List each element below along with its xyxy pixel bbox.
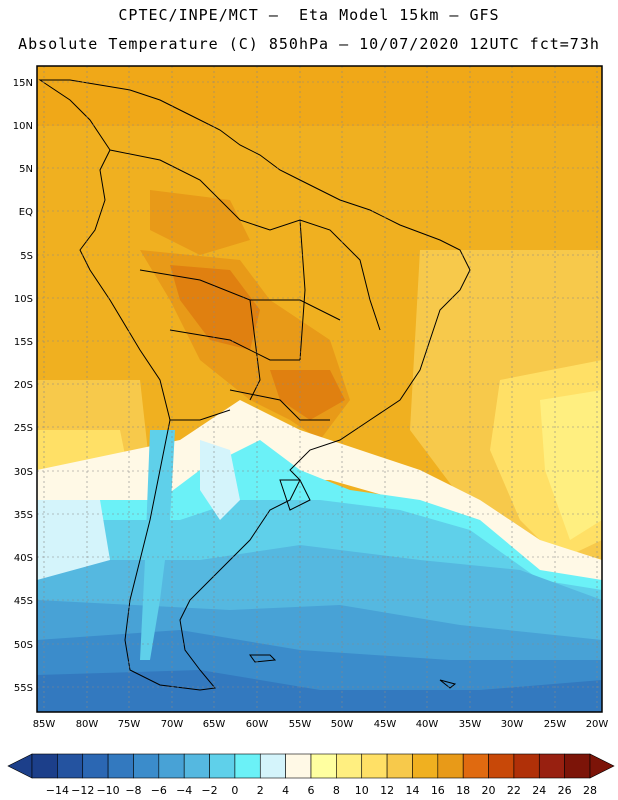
colorbar-label: −14 (46, 784, 69, 797)
colorbar-label: −4 (176, 784, 192, 797)
lon-label: 55W (289, 719, 312, 730)
lat-label: 10S (14, 294, 33, 305)
lat-label: 55S (14, 683, 33, 694)
colorbar: −14 −12 −10 −8 −6 −4 −2 0 2 4 6 8 10 12 14 16 18 20 22 24 26… (7, 753, 615, 797)
colorbar-label: −6 (151, 784, 167, 797)
lon-label: 20W (586, 719, 609, 730)
colorbar-cell (107, 753, 134, 779)
colorbar-cell (462, 753, 489, 779)
colorbar-cell (310, 753, 337, 779)
colorbar-cell (82, 753, 109, 779)
colorbar-cell (133, 753, 160, 779)
lon-label: 85W (33, 719, 56, 730)
colorbar-label: −2 (201, 784, 217, 797)
colorbar-cell (437, 753, 464, 779)
lat-label: 15N (13, 78, 33, 89)
lon-label: 75W (118, 719, 141, 730)
temperature-map: 15N 10N 5N EQ 5S 10S 15S 20S 25S 30S 35S… (13, 65, 609, 730)
lat-label: 15S (14, 337, 33, 348)
colorbar-label: 14 (405, 784, 419, 797)
lat-label: EQ (19, 207, 33, 218)
longitude-labels: 85W 80W 75W 70W 65W 60W 55W 50W 45W 40W … (33, 719, 609, 730)
coastline (38, 79, 471, 691)
colorbar-cell (361, 753, 388, 779)
lat-label: 40S (14, 553, 33, 564)
lat-label: 25S (14, 423, 33, 434)
lon-label: 30W (501, 719, 524, 730)
colorbar-cell (564, 753, 591, 779)
lon-label: 50W (331, 719, 354, 730)
colorbar-label: 4 (282, 784, 289, 797)
colorbar-label: 22 (507, 784, 521, 797)
lon-label: 40W (416, 719, 439, 730)
colorbar-label: −12 (71, 784, 94, 797)
lat-label: 20S (14, 380, 33, 391)
colorbar-cell (183, 753, 210, 779)
lon-label: 60W (246, 719, 269, 730)
lon-label: 45W (374, 719, 397, 730)
lat-label: 5S (20, 251, 33, 262)
colorbar-label: 24 (532, 784, 546, 797)
colorbar-cell (57, 753, 84, 779)
lon-label: 35W (459, 719, 482, 730)
lon-label: 25W (544, 719, 567, 730)
lat-label: 10N (13, 121, 33, 132)
lat-label: 50S (14, 640, 33, 651)
colorbar-cell (513, 753, 540, 779)
colorbar-label: 12 (380, 784, 394, 797)
colorbar-cell (158, 753, 185, 779)
colorbar-cell (209, 753, 236, 779)
map-subtitle: Absolute Temperature (C) 850hPa – 10/07/… (18, 35, 600, 53)
lon-label: 70W (161, 719, 184, 730)
lat-label: 35S (14, 510, 33, 521)
colorbar-cell (31, 753, 58, 779)
colorbar-labels: −14 −12 −10 −8 −6 −4 −2 0 2 4 6 8 10 12 14 16 18 20 22 24 26… (46, 784, 597, 797)
lat-label: 30S (14, 467, 33, 478)
colorbar-cell (386, 753, 413, 779)
lat-label: 5N (19, 164, 33, 175)
colorbar-cell (412, 753, 439, 779)
colorbar-cells (7, 753, 615, 779)
colorbar-cell (538, 753, 565, 779)
colorbar-label: −10 (96, 784, 119, 797)
colorbar-label: 18 (456, 784, 470, 797)
map-title: CPTEC/INPE/MCT – Eta Model 15km – GFS (118, 6, 500, 24)
map-frame (36, 65, 603, 713)
colorbar-arrow-right (589, 753, 615, 779)
colorbar-label: 26 (558, 784, 572, 797)
lon-label: 80W (76, 719, 99, 730)
colorbar-cell (336, 753, 363, 779)
colorbar-label: 2 (257, 784, 264, 797)
colorbar-cell (488, 753, 515, 779)
colorbar-cell (259, 753, 286, 779)
temperature-field (37, 66, 602, 712)
colorbar-cell (285, 753, 312, 779)
colorbar-label: 0 (231, 784, 238, 797)
colorbar-arrow-left (7, 753, 33, 779)
lat-label: 45S (14, 596, 33, 607)
colorbar-label: −8 (125, 784, 141, 797)
colorbar-label: 8 (333, 784, 340, 797)
colorbar-cell (234, 753, 261, 779)
colorbar-label: 28 (583, 784, 597, 797)
colorbar-label: 6 (308, 784, 315, 797)
colorbar-label: 10 (355, 784, 369, 797)
lon-label: 65W (203, 719, 226, 730)
colorbar-label: 16 (431, 784, 445, 797)
gridlines (37, 66, 602, 712)
colorbar-label: 20 (482, 784, 496, 797)
latitude-labels: 15N 10N 5N EQ 5S 10S 15S 20S 25S 30S 35S… (13, 78, 33, 694)
